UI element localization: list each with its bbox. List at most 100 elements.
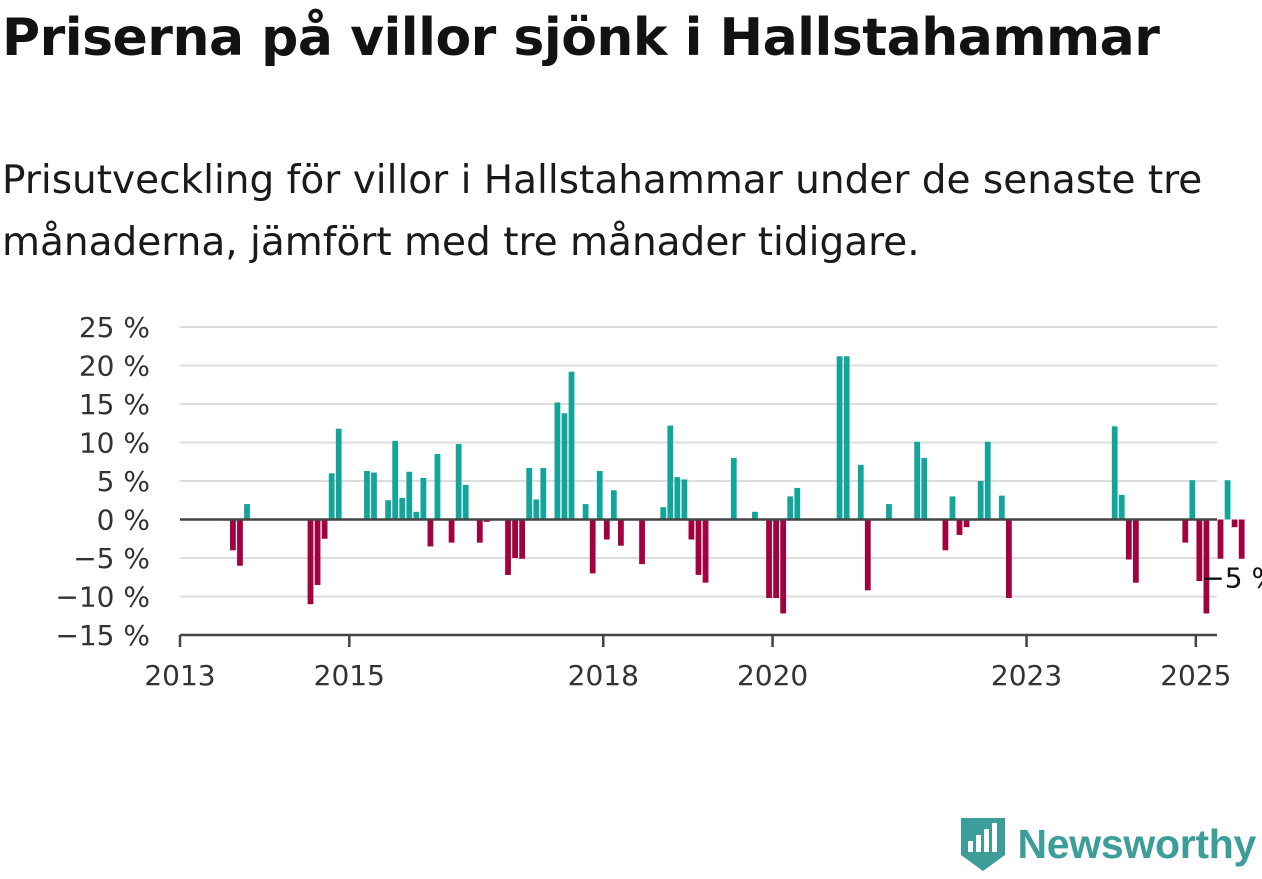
bar [568,371,575,520]
newsworthy-logo: Newsworthy [958,815,1257,873]
y-tick-label: 25 % [79,311,150,344]
y-axis-labels: 25 % 20 % 15 % 10 % 5 % 0 % −5 % −10 % −15 % [55,311,150,652]
bar [512,519,518,558]
bar [561,413,568,520]
x-tick-label: 2018 [568,659,639,692]
x-tick-label: 2025 [1160,659,1231,692]
y-tick-label: −10 % [55,581,150,614]
bar [618,519,624,546]
bar [639,519,645,565]
bar [1111,426,1118,520]
bar [780,519,787,614]
bar [1231,519,1238,528]
bar [1132,519,1139,583]
bar [434,454,441,520]
y-tick-label: −5 % [73,542,150,575]
bar [540,467,547,520]
bar [1118,494,1125,520]
bar [787,496,794,520]
chart-title: Priserna på villor sjönk i Hallstahammar [2,8,1160,68]
bar [610,490,617,520]
y-tick-label: −15 % [55,619,150,652]
bar [1006,519,1012,599]
bar [237,519,243,566]
x-tick-label: 2020 [737,659,808,692]
bar [335,428,342,520]
bar [857,464,864,520]
bar [420,477,427,520]
bar [921,457,928,520]
bar [942,519,949,551]
bar [476,519,483,543]
bar [427,519,434,547]
bar [977,481,984,520]
y-tick-label: 15 % [79,388,150,421]
bar [660,507,667,520]
bars [230,356,1245,614]
bar [1224,480,1231,520]
y-tick-label: 0 % [97,504,150,537]
x-tick-label: 2013 [144,659,215,692]
bar [1182,519,1189,543]
bar [364,470,370,520]
bar [766,519,772,599]
bar [1238,519,1245,559]
bar [596,470,603,520]
bar [230,519,236,551]
bar [603,519,610,540]
bar [589,519,596,574]
newsworthy-logo-text: Newsworthy [1017,820,1257,867]
bar [773,519,779,599]
bar [533,499,540,520]
bar [392,440,399,520]
bar [526,467,533,520]
y-tick-label: 20 % [79,350,150,383]
bar [886,504,892,520]
bar [406,471,413,520]
bar [413,511,420,520]
bar [462,484,469,520]
bar [752,511,758,520]
bar [836,356,843,520]
bar [730,457,737,520]
bar [963,519,970,528]
bar [998,495,1005,520]
x-tick-label: 2023 [991,659,1062,692]
bar [667,425,674,520]
bar [1203,519,1210,614]
bar [914,441,921,520]
bar [702,519,709,583]
bar [984,441,991,520]
bar [674,477,681,520]
bar [864,519,871,591]
bar [695,519,702,575]
bar [371,472,377,520]
bar [949,496,956,520]
bar [1217,519,1224,559]
bar [455,444,462,520]
bar [321,519,328,539]
y-tick-label: 5 % [97,465,150,498]
bar [314,519,321,585]
bar [519,519,526,559]
bar [794,487,801,520]
x-axis-labels: 2013 2015 2018 2020 2023 2025 [144,659,1231,692]
bar [1196,519,1203,582]
bar [1125,519,1132,560]
bar [328,473,335,520]
y-tick-label: 10 % [79,427,150,460]
bar [399,497,406,520]
bar [956,519,963,535]
bar-chart: 25 % 20 % 15 % 10 % 5 % 0 % −5 % −10 % −15 % 201… [55,311,1262,692]
bar [582,504,589,520]
latest-value-annotation: −5 % [1201,561,1262,594]
bar [1189,480,1196,520]
x-tick-label: 2015 [314,659,385,692]
chart-subtitle: Prisutveckling för villor i Hallstahamma… [2,158,1203,265]
bar [448,519,455,543]
bar [505,519,511,575]
bar [688,519,695,540]
bar [307,519,314,605]
bar [681,479,688,520]
bar [385,500,391,520]
